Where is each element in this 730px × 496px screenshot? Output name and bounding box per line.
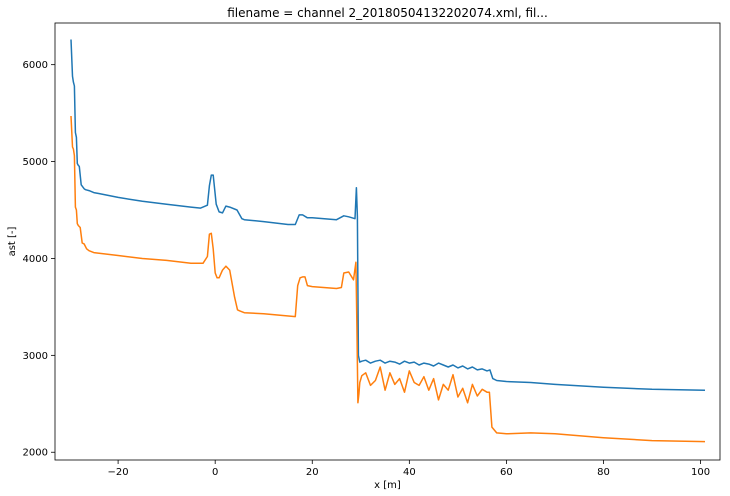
chart-title: filename = channel 2_20180504132202074.x… xyxy=(227,6,548,20)
x-axis-label: x [m] xyxy=(374,480,401,491)
x-axis: −20 0 20 40 60 80 100 xyxy=(108,460,710,478)
x-tick-label: 80 xyxy=(597,467,610,478)
x-tick-label: 100 xyxy=(691,467,710,478)
series-line-2 xyxy=(70,115,706,443)
y-tick-label: 4000 xyxy=(23,254,48,265)
y-axis: 2000 3000 4000 5000 6000 xyxy=(23,60,55,459)
x-tick-label: −20 xyxy=(108,467,129,478)
x-tick-label: 60 xyxy=(500,467,513,478)
y-axis-label: ast [-] xyxy=(7,226,18,256)
plot-frame xyxy=(54,22,721,461)
series-line-1 xyxy=(70,39,706,391)
x-tick-label: 20 xyxy=(306,467,319,478)
y-tick-label: 2000 xyxy=(23,448,48,459)
y-tick-label: 6000 xyxy=(23,60,48,71)
x-tick-label: 0 xyxy=(212,467,218,478)
series-layer xyxy=(70,39,706,443)
plot-area xyxy=(54,22,721,461)
y-tick-label: 5000 xyxy=(23,157,48,168)
y-tick-label: 3000 xyxy=(23,351,48,362)
x-tick-label: 40 xyxy=(403,467,416,478)
